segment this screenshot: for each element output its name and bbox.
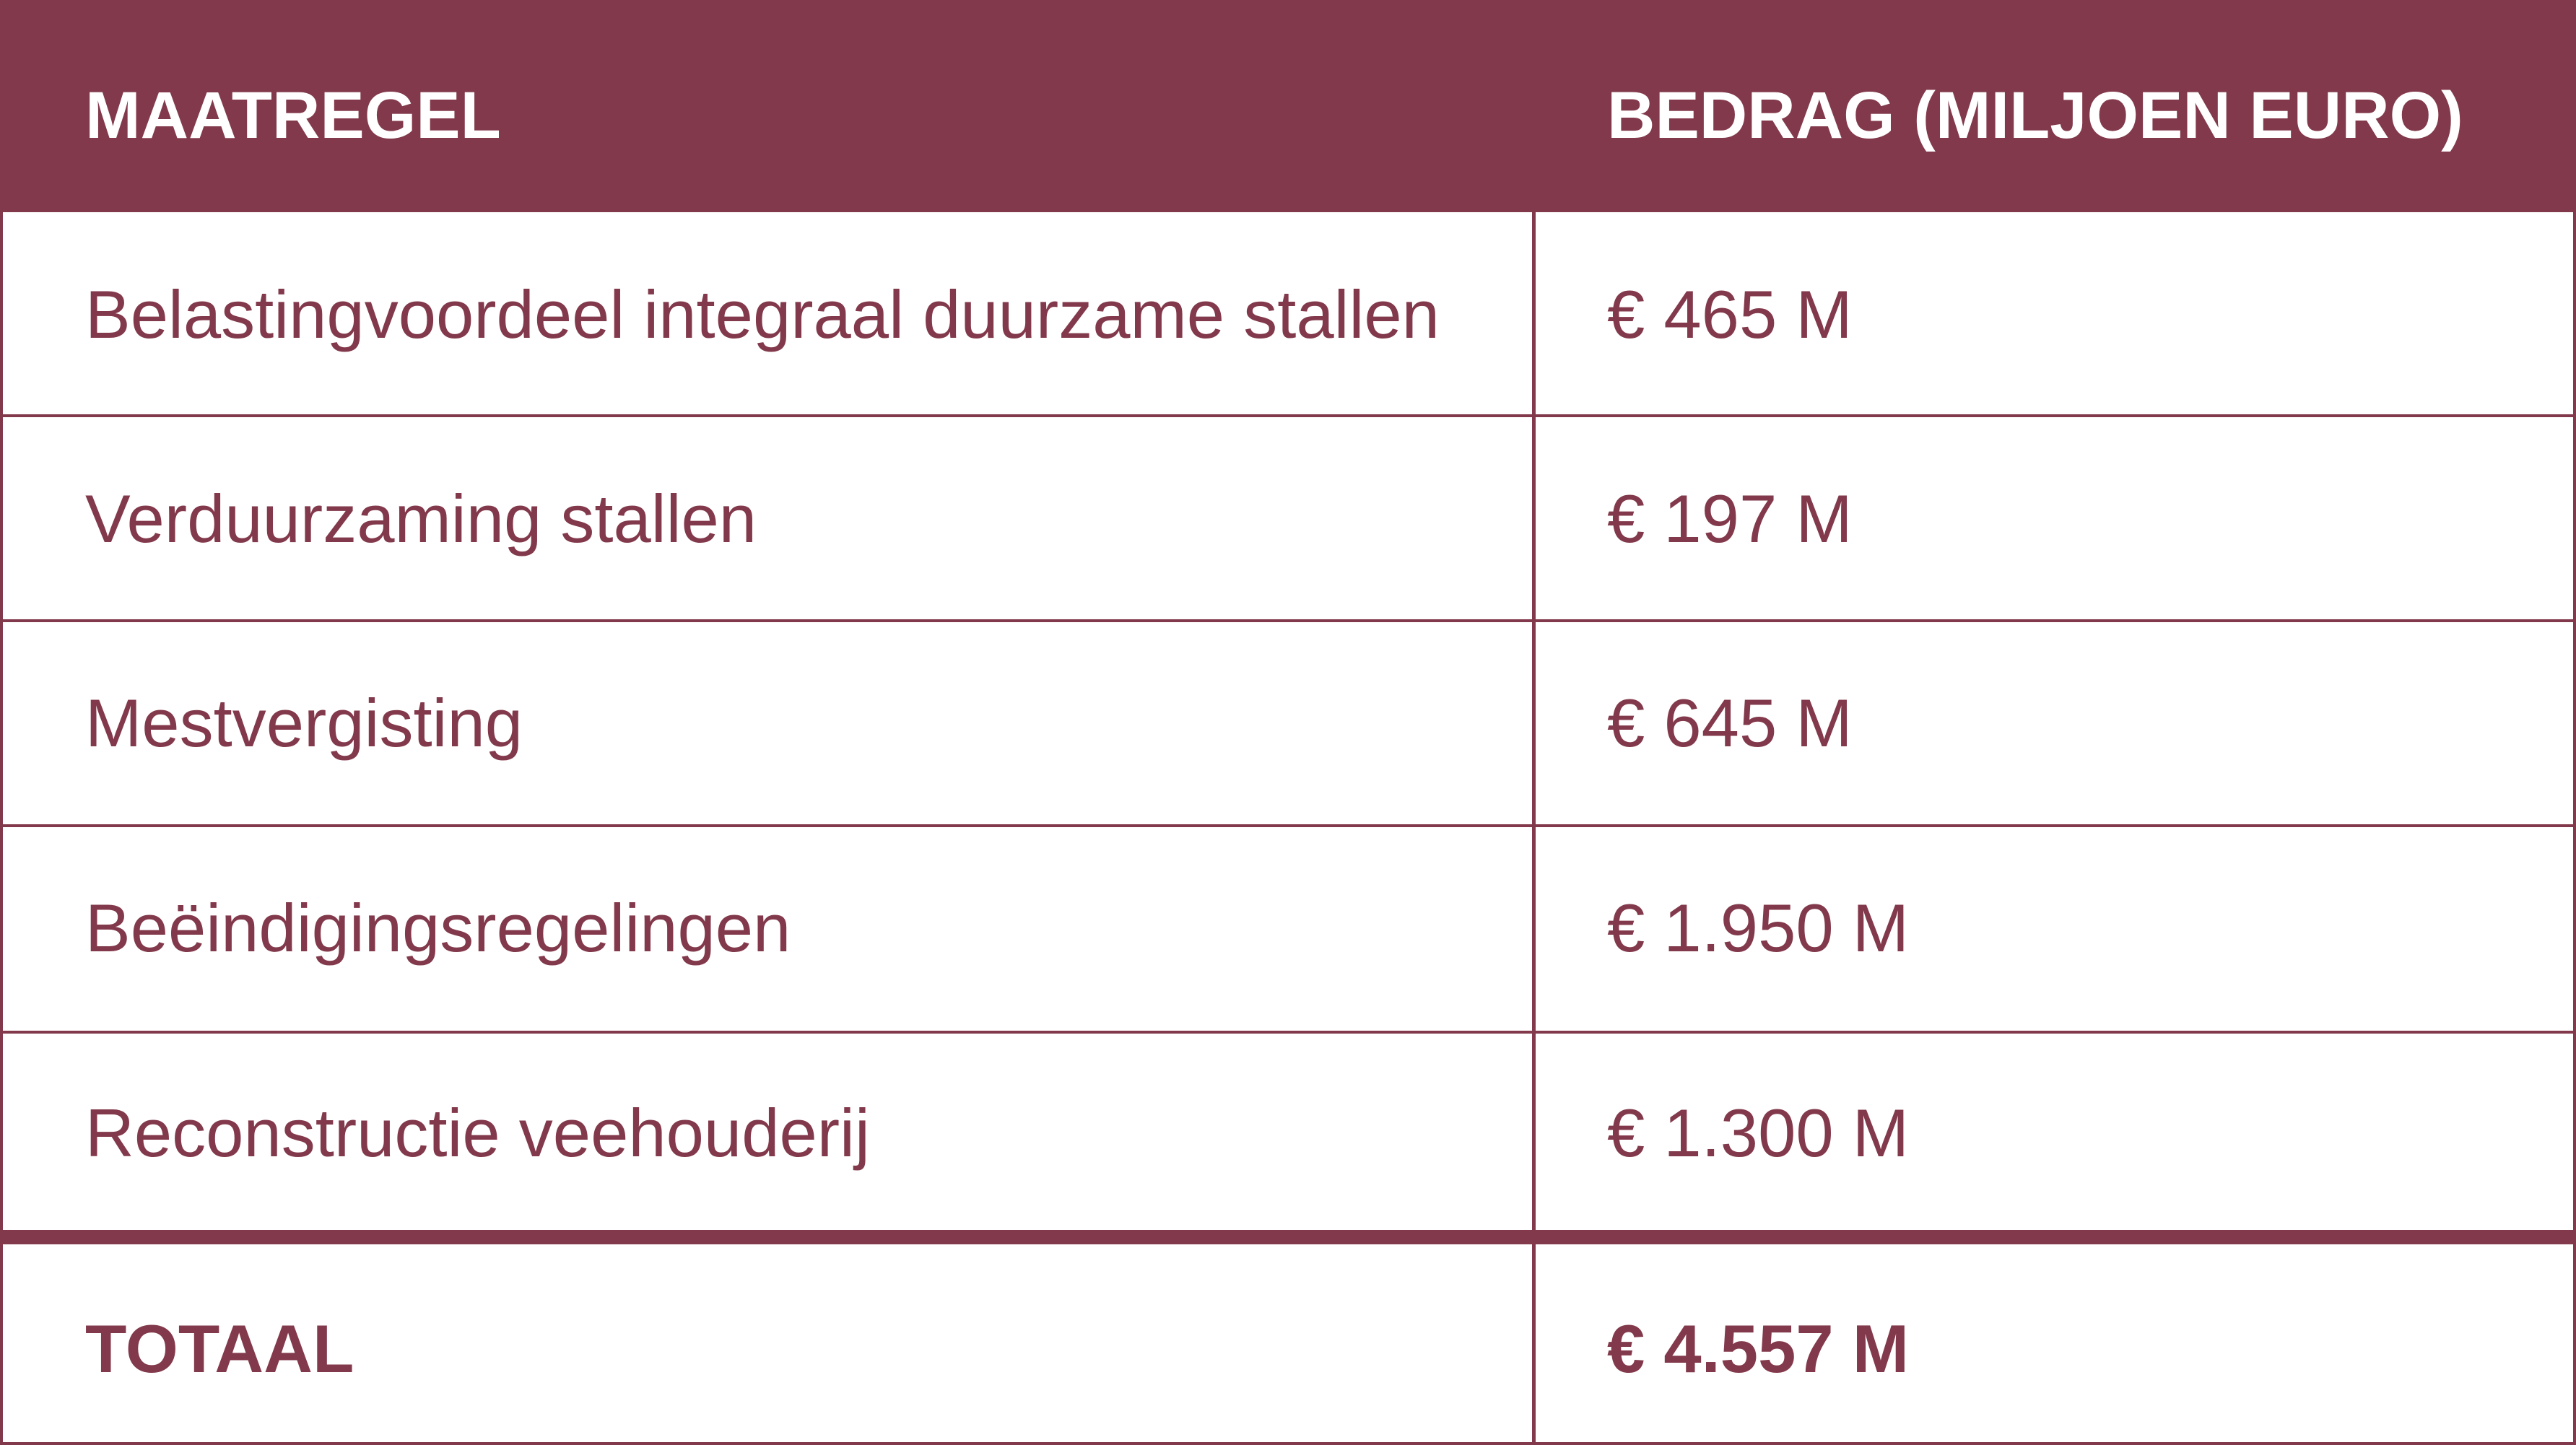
row-divider <box>3 824 2573 827</box>
total-amount: € 4.557 M <box>1607 1311 1910 1387</box>
row-measure: Reconstructie veehouderij <box>85 1095 870 1171</box>
total-row: TOTAAL € 4.557 M <box>3 1244 2573 1445</box>
total-label: TOTAAL <box>85 1311 354 1387</box>
total-divider <box>3 1230 2573 1244</box>
row-amount: € 1.300 M <box>1607 1095 1910 1171</box>
row-divider <box>3 619 2573 622</box>
table-row: Beëindigingsregelingen € 1.950 M <box>3 826 2573 1029</box>
table-header-row: MAATREGEL BEDRAG (MILJOEN EURO) <box>3 3 2573 212</box>
row-amount: € 1.950 M <box>1607 890 1910 966</box>
table-row: Mestvergisting € 645 M <box>3 621 2573 824</box>
row-divider <box>3 1031 2573 1034</box>
row-amount: € 197 M <box>1607 481 1853 556</box>
row-measure: Verduurzaming stallen <box>85 481 757 556</box>
table-row: Belastingvoordeel integraal duurzame sta… <box>3 212 2573 416</box>
table-row: Reconstructie veehouderij € 1.300 M <box>3 1031 2573 1234</box>
row-measure: Beëindigingsregelingen <box>85 890 791 966</box>
row-measure: Mestvergisting <box>85 685 523 761</box>
row-amount: € 645 M <box>1607 685 1853 761</box>
row-measure: Belastingvoordeel integraal duurzame sta… <box>85 276 1440 352</box>
row-amount: € 465 M <box>1607 276 1853 352</box>
table-row: Verduurzaming stallen € 197 M <box>3 416 2573 620</box>
column-divider <box>1532 212 1536 1445</box>
header-amount: BEDRAG (MILJOEN EURO) <box>1607 79 2463 152</box>
row-divider <box>3 414 2573 417</box>
header-measure: MAATREGEL <box>85 79 501 152</box>
